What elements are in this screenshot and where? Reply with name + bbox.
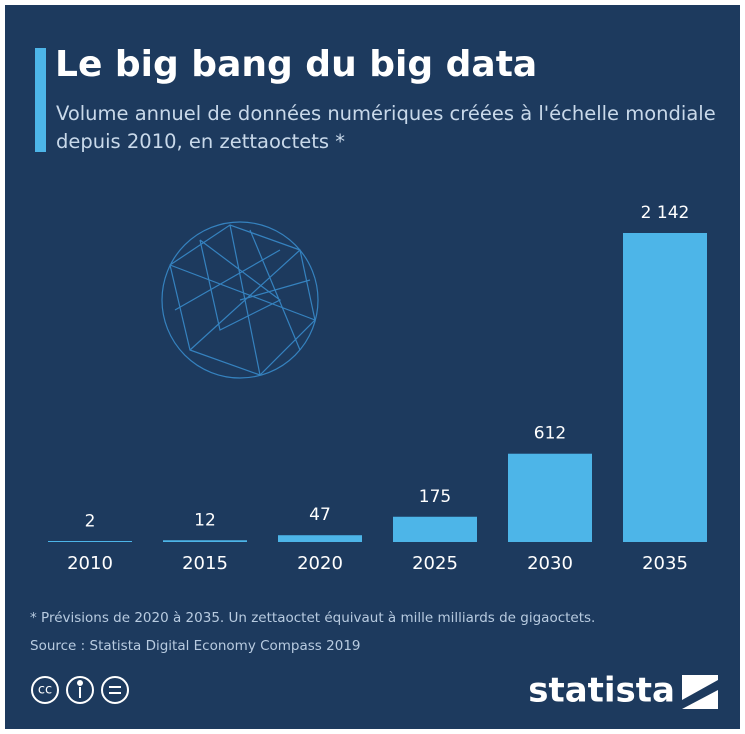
nd-icon (101, 676, 129, 704)
accent-bar (35, 48, 46, 152)
logo-mark (682, 675, 718, 709)
bar (508, 453, 592, 542)
x-tick-label: 2025 (412, 553, 458, 574)
footnote: * Prévisions de 2020 à 2035. Un zettaoct… (30, 610, 596, 626)
by-icon (66, 676, 94, 704)
license-icon-ring (31, 676, 59, 704)
bar (163, 540, 247, 542)
value-label: 12 (194, 510, 216, 530)
chart-subtitle: Volume annuel de données numériques créé… (56, 102, 716, 153)
chart-title: Le big bang du big data (55, 44, 538, 85)
x-tick-label: 2020 (297, 553, 343, 574)
x-tick-label: 2015 (182, 553, 228, 574)
bar (393, 516, 477, 542)
value-label: 175 (419, 487, 451, 507)
value-label: 2 (85, 512, 96, 532)
logo: statista (528, 671, 675, 711)
bar (48, 541, 132, 542)
value-label: 2 142 (641, 203, 690, 223)
license-icon: cc (38, 683, 52, 698)
x-tick-label: 2010 (67, 553, 113, 574)
x-tick-label: 2030 (527, 553, 573, 574)
x-tick-label: 2035 (642, 553, 688, 574)
globe (161, 221, 319, 379)
value-label: 47 (309, 505, 331, 525)
value-label: 612 (534, 424, 566, 444)
bar (623, 233, 707, 542)
bar (278, 535, 362, 542)
source: Source : Statista Digital Economy Compas… (30, 638, 361, 654)
panel (5, 5, 740, 729)
